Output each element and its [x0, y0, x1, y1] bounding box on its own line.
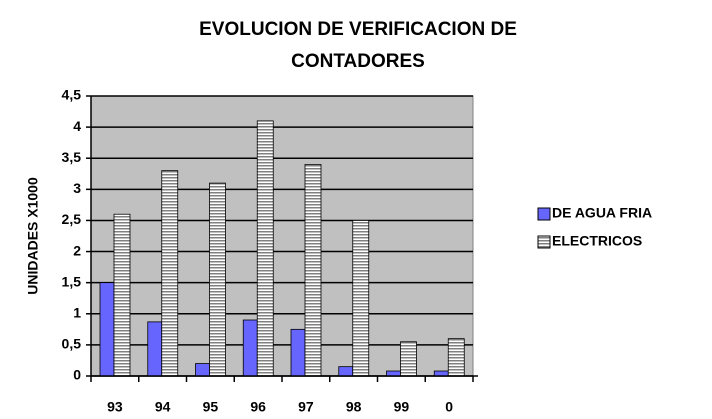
- y-tick-label: 2,5: [62, 211, 82, 227]
- y-tick-label: 1: [73, 304, 81, 320]
- x-tick-label: 95: [203, 399, 219, 415]
- bar: [400, 341, 417, 377]
- bar: [113, 213, 131, 377]
- x-tick-label: 93: [107, 399, 123, 415]
- y-tick-label: 3,5: [62, 149, 82, 165]
- x-tick-label: 97: [298, 399, 314, 415]
- y-axis-label: UNIDADES X1000: [25, 177, 41, 295]
- x-tick-label: 98: [346, 399, 362, 415]
- bar: [290, 328, 306, 377]
- bar: [99, 282, 115, 377]
- chart-title: CONTADORES: [291, 51, 425, 72]
- bar: [304, 164, 322, 377]
- y-tick-label: 0: [73, 367, 81, 383]
- legend-label: DE AGUA FRIA: [552, 205, 652, 221]
- bar: [338, 366, 354, 377]
- bar: [147, 321, 163, 377]
- bar: [161, 170, 179, 377]
- legend-swatch: [537, 235, 551, 249]
- legend-label: ELECTRICOS: [552, 233, 642, 249]
- x-tick-label: 0: [445, 399, 453, 415]
- y-tick-label: 3: [73, 180, 81, 196]
- y-tick-label: 1,5: [62, 273, 82, 289]
- y-tick-label: 0,5: [62, 336, 82, 352]
- legend-swatch: [537, 207, 551, 221]
- bar: [195, 363, 210, 377]
- legend: [533, 202, 712, 258]
- bar: [352, 220, 370, 377]
- chart-title: EVOLUCION DE VERIFICACION DE: [199, 19, 517, 40]
- y-tick-label: 4,5: [62, 87, 82, 103]
- bar: [242, 319, 258, 377]
- x-tick-label: 94: [155, 399, 171, 415]
- y-tick-label: 2: [73, 242, 81, 258]
- bar: [256, 120, 274, 377]
- y-tick-label: 4: [73, 118, 81, 134]
- x-tick-label: 96: [250, 399, 266, 415]
- bar: [209, 182, 226, 377]
- x-tick-label: 99: [394, 399, 410, 415]
- bar: [447, 338, 465, 377]
